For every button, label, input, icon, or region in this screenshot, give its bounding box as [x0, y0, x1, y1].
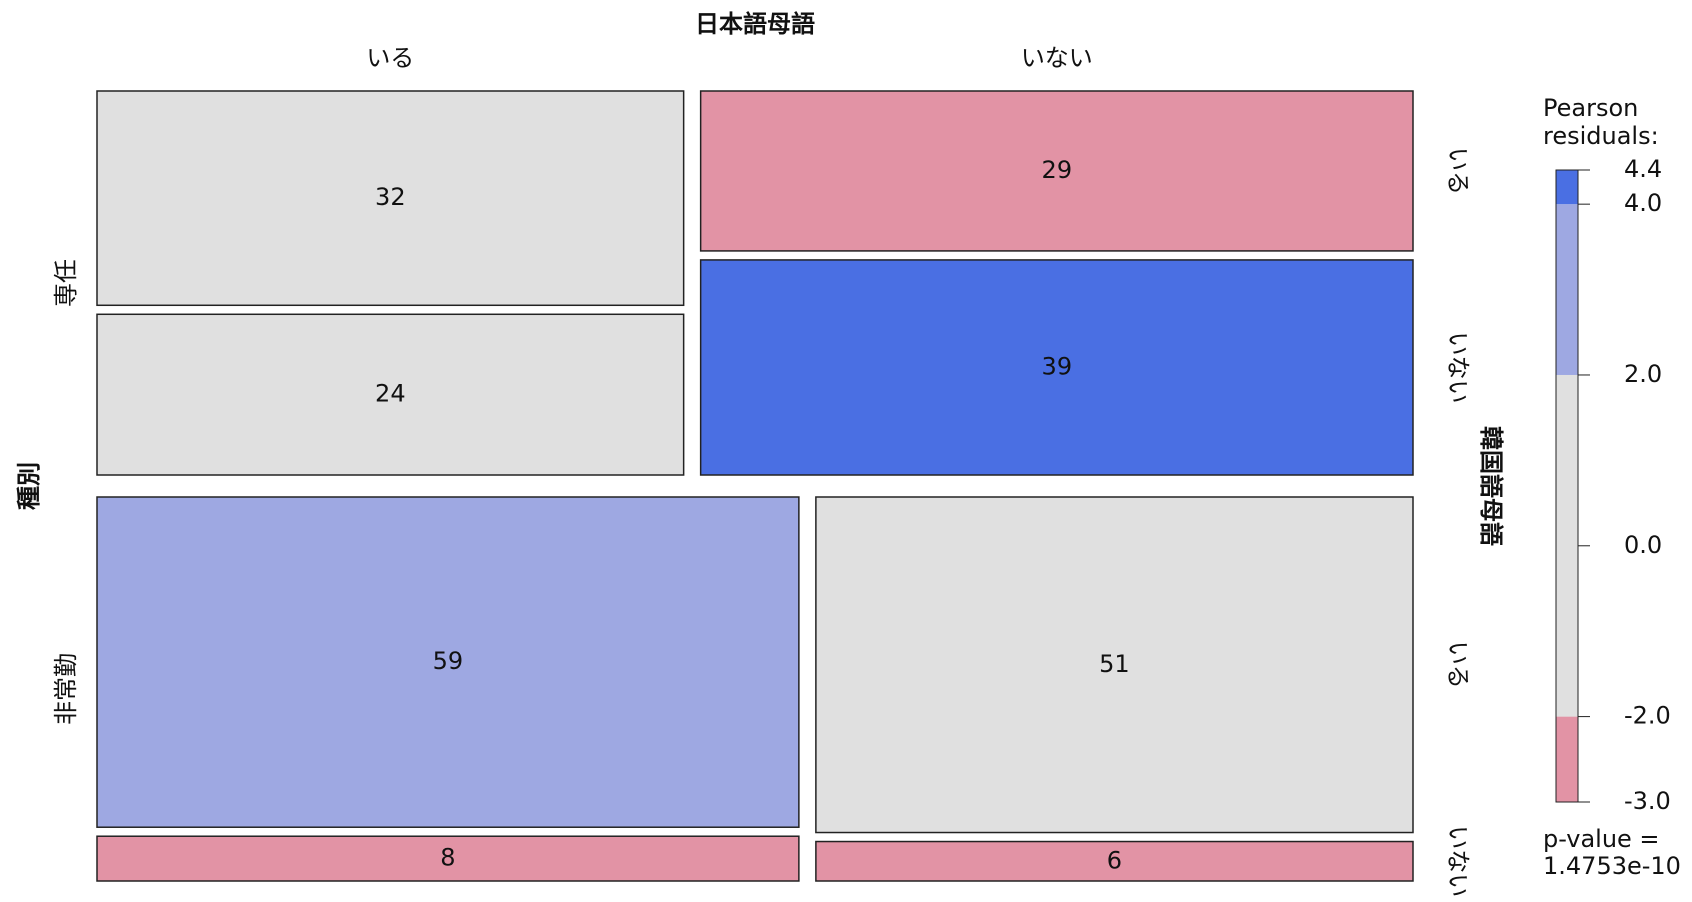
legend-title: Pearson — [1543, 94, 1638, 122]
cell-label: 24 — [375, 380, 406, 408]
cell — [96, 835, 800, 882]
legend-tick-label: 4.0 — [1624, 189, 1662, 217]
legend-band — [1556, 170, 1578, 205]
cell-label: 32 — [375, 183, 406, 211]
legend-frame — [1555, 169, 1579, 803]
cell — [96, 313, 685, 476]
col-label: いる — [366, 44, 414, 72]
cell-label: 39 — [1042, 352, 1073, 380]
p-value: 1.4753e-10 — [1543, 852, 1681, 880]
legend-tick-label: -3.0 — [1624, 787, 1671, 815]
cell — [699, 90, 1414, 252]
cell-label: 6 — [1107, 846, 1122, 874]
cell — [815, 840, 1414, 882]
cell — [96, 496, 800, 828]
y-axis-title: 種別 — [15, 462, 43, 510]
sub-label: いない — [1444, 331, 1472, 403]
p-value: p-value = — [1543, 825, 1660, 853]
sub-label: いる — [1444, 147, 1472, 195]
legend-tick-label: -2.0 — [1624, 702, 1671, 730]
z-axis-title: 韓国語母語 — [1477, 426, 1505, 546]
cell-label: 29 — [1042, 156, 1073, 184]
col-label: いない — [1021, 44, 1093, 72]
legend-band — [1556, 716, 1578, 802]
legend-tick-label: 0.0 — [1624, 531, 1662, 559]
row-label: 非常勤 — [52, 653, 80, 725]
legend-tick-label: 2.0 — [1624, 360, 1662, 388]
legend-band — [1556, 204, 1578, 375]
cell — [815, 496, 1414, 834]
legend-tick-label: 4.4 — [1624, 155, 1662, 183]
legend-title: residuals: — [1543, 122, 1659, 150]
sub-label: いない — [1444, 825, 1472, 897]
cell-label: 8 — [440, 844, 455, 872]
row-label: 専任 — [52, 259, 80, 307]
cell-label: 59 — [433, 647, 464, 675]
x-axis-title: 日本語母語 — [695, 10, 815, 38]
cell — [699, 259, 1414, 476]
cell — [96, 90, 685, 307]
sub-label: いる — [1444, 641, 1472, 689]
cell-label: 51 — [1099, 650, 1130, 678]
legend-band — [1556, 374, 1578, 717]
